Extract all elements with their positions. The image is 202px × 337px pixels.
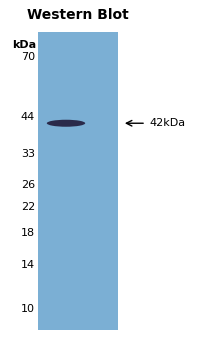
Text: Western Blot: Western Blot xyxy=(27,8,128,22)
Text: 44: 44 xyxy=(21,112,35,122)
Text: 22: 22 xyxy=(21,202,35,212)
Text: 33: 33 xyxy=(21,149,35,159)
Text: 42kDa: 42kDa xyxy=(148,118,184,128)
Text: 26: 26 xyxy=(21,180,35,190)
Bar xyxy=(38,32,117,330)
Text: 10: 10 xyxy=(21,304,35,314)
Text: 70: 70 xyxy=(21,52,35,62)
Text: 14: 14 xyxy=(21,261,35,270)
Ellipse shape xyxy=(47,120,85,127)
Text: 18: 18 xyxy=(21,228,35,238)
Text: kDa: kDa xyxy=(12,40,36,50)
